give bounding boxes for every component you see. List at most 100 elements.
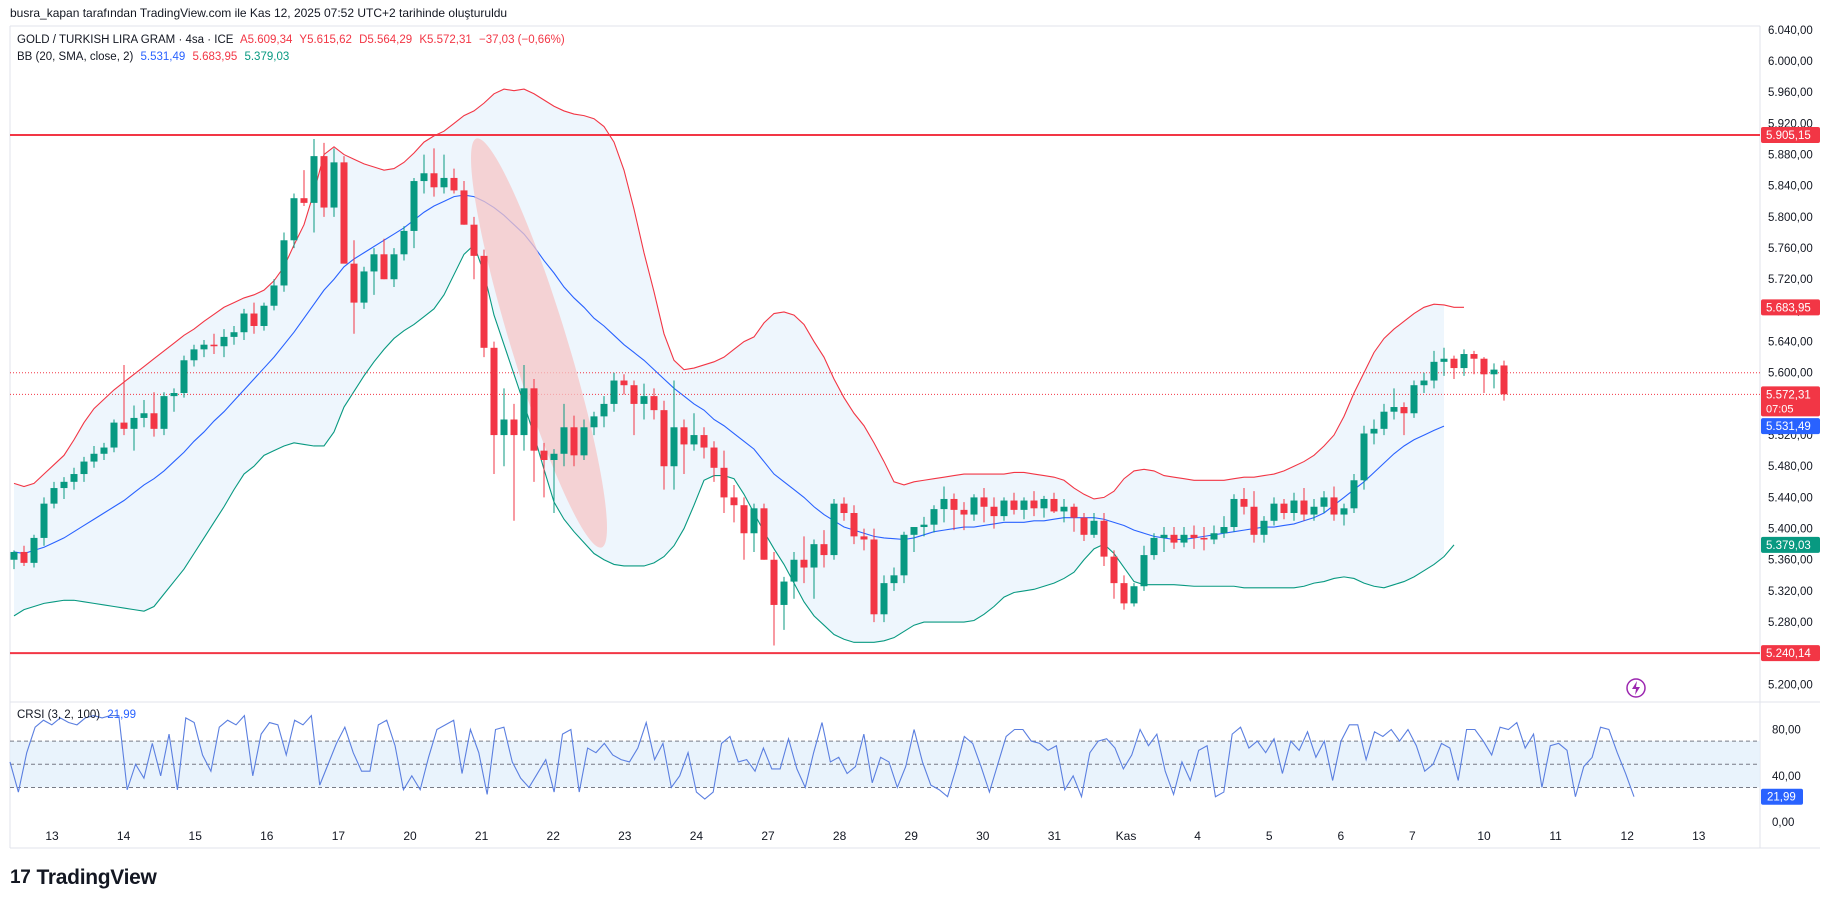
bb-upper-tag-label: 5.683,95 bbox=[1766, 302, 1811, 314]
candle-body bbox=[110, 422, 118, 448]
candle-body bbox=[1200, 537, 1208, 540]
last-price-tag-label: 5.572,31 bbox=[1766, 389, 1811, 401]
candle-body bbox=[860, 536, 868, 540]
crsi-legend: CRSI (3, 2, 100) 21,99 bbox=[17, 709, 140, 721]
price-tick-label: 5.600,00 bbox=[1768, 368, 1813, 380]
candle-body bbox=[1490, 369, 1498, 375]
candle-body bbox=[300, 198, 308, 203]
candle-body bbox=[70, 474, 78, 482]
crsi-line bbox=[9, 714, 1635, 800]
price-tick-label: 5.480,00 bbox=[1768, 461, 1813, 473]
candle-body bbox=[890, 575, 898, 584]
candle-body bbox=[1260, 520, 1268, 535]
bb-label[interactable]: BB (20, SMA, close, 2) bbox=[17, 51, 134, 63]
candle-body bbox=[530, 388, 538, 451]
candle-body bbox=[920, 524, 928, 528]
candle-body bbox=[330, 162, 338, 208]
candle-body bbox=[730, 497, 738, 506]
candle-body bbox=[200, 344, 208, 350]
close-value: K5.572,31 bbox=[419, 34, 472, 46]
price-tick-label: 5.360,00 bbox=[1768, 555, 1813, 567]
time-tick-label: 13 bbox=[45, 829, 59, 843]
tradingview-logo-icon: 17 bbox=[10, 867, 31, 888]
candles bbox=[10, 138, 1508, 646]
symbol-name[interactable]: GOLD / TURKISH LIRA GRAM · 4sa · ICE bbox=[17, 34, 234, 46]
candle-body bbox=[560, 427, 568, 454]
time-tick-label: 12 bbox=[1621, 829, 1635, 843]
candle-body bbox=[1230, 498, 1238, 528]
candle-body bbox=[1440, 358, 1448, 362]
candle-body bbox=[760, 508, 768, 560]
candle-body bbox=[980, 497, 988, 507]
candle-body bbox=[500, 419, 508, 436]
candle-body bbox=[960, 509, 968, 515]
candle-body bbox=[190, 349, 198, 361]
candle-body bbox=[1330, 497, 1338, 515]
price-tick-label: 5.640,00 bbox=[1768, 337, 1813, 349]
bb-upper-value: 5.683,95 bbox=[192, 51, 238, 63]
candle-body bbox=[1400, 407, 1408, 414]
crsi-label[interactable]: CRSI (3, 2, 100) bbox=[17, 709, 101, 721]
price-tick-label: 6.040,00 bbox=[1768, 25, 1813, 37]
time-tick-label: 30 bbox=[976, 829, 990, 843]
price-tick-label: 5.320,00 bbox=[1768, 586, 1813, 598]
candle-body bbox=[310, 156, 318, 203]
candle-body bbox=[1350, 480, 1358, 509]
candle-body bbox=[670, 427, 678, 467]
candle-body bbox=[870, 539, 878, 615]
price-tick-label: 6.000,00 bbox=[1768, 56, 1813, 68]
candle-body bbox=[830, 503, 838, 556]
candle-body bbox=[1270, 503, 1278, 521]
candle-body bbox=[480, 255, 488, 348]
tradingview-logo[interactable]: 17 TradingView bbox=[10, 866, 157, 890]
candle-body bbox=[780, 581, 788, 605]
time-tick-label: 14 bbox=[117, 829, 131, 843]
candle-body bbox=[1160, 534, 1168, 538]
time-tick-label: 7 bbox=[1409, 829, 1416, 843]
time-tick-label: 22 bbox=[547, 829, 561, 843]
lightning-icon[interactable] bbox=[1626, 678, 1646, 698]
crsi-value: 21,99 bbox=[107, 709, 137, 721]
attribution-text: busra_kapan tarafından TradingView.com i… bbox=[10, 6, 508, 20]
candle-body bbox=[160, 396, 168, 429]
bb-lower-value: 5.379,03 bbox=[244, 51, 290, 63]
crsi-tick-label: 0,00 bbox=[1772, 817, 1794, 829]
price-axis: 6.040,00 6.000,00 5.960,00 5.920,00 5.880,00… bbox=[1761, 25, 1820, 691]
change-value: −37,03 (−0,66%) bbox=[478, 34, 565, 46]
candle-body bbox=[1220, 527, 1228, 534]
candle-body bbox=[930, 509, 938, 525]
candle-body bbox=[1030, 500, 1038, 509]
time-tick-label: 24 bbox=[690, 829, 704, 843]
candle-body bbox=[60, 481, 68, 489]
candle-body bbox=[1140, 555, 1148, 587]
crsi-tick-label: 80,00 bbox=[1772, 724, 1801, 736]
candle-body bbox=[1380, 411, 1388, 429]
candle-body bbox=[1170, 534, 1178, 543]
time-axis: 13 14 15 16 17 20 21 22 23 24 27 28 29 30 31 Kas 4 5 6 7 10 1… bbox=[45, 829, 1705, 843]
bb-basis-tag-box bbox=[1761, 418, 1820, 435]
candle-body bbox=[50, 488, 58, 504]
candle-body bbox=[1130, 586, 1138, 604]
candle-body bbox=[650, 396, 658, 411]
level-tag-1-label: 5.240,14 bbox=[1766, 648, 1811, 660]
candle-body bbox=[620, 380, 628, 386]
candle-body bbox=[1240, 498, 1248, 507]
candle-body bbox=[10, 551, 18, 560]
bb-basis-tag-label: 5.531,49 bbox=[1766, 421, 1811, 433]
candle-body bbox=[320, 156, 328, 208]
bollinger-bands bbox=[13, 88, 1465, 643]
candle-body bbox=[1020, 500, 1028, 510]
time-tick-label: 15 bbox=[189, 829, 203, 843]
candle-body bbox=[1050, 498, 1058, 512]
candle-body bbox=[910, 527, 918, 535]
bb-upper-tag-box bbox=[1761, 299, 1820, 316]
candle-body bbox=[1190, 534, 1198, 538]
candle-body bbox=[810, 544, 818, 568]
candle-body bbox=[470, 224, 478, 256]
candle-body bbox=[1500, 365, 1508, 395]
candle-body bbox=[1070, 506, 1078, 518]
candle-body bbox=[1280, 503, 1288, 513]
candle-body bbox=[900, 534, 908, 576]
time-tick-label: 28 bbox=[833, 829, 847, 843]
candle-body bbox=[1320, 497, 1328, 507]
